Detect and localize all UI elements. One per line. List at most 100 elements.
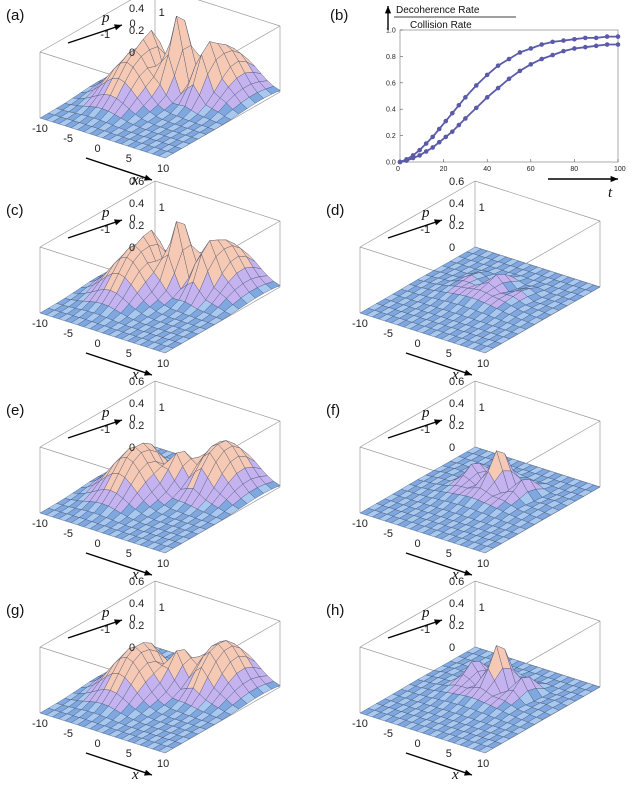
- series-2-point: [506, 76, 512, 82]
- bounding-box-edge: [154, 580, 281, 622]
- x-axis-label: x: [451, 567, 459, 583]
- p-axis-arrow: [67, 219, 123, 239]
- bounding-box-edge: [39, 0, 132, 53]
- panel-label: (g): [6, 602, 24, 619]
- p-tick-label: 1: [479, 602, 485, 614]
- p-tick-label: 1: [159, 402, 165, 414]
- series-2-point: [528, 62, 534, 67]
- series-1-point: [517, 50, 523, 55]
- z-tick-label: 0: [129, 442, 135, 454]
- x-tick-label: 10: [477, 758, 489, 770]
- p-tick-label: 0: [130, 213, 136, 225]
- surface-quad: [158, 546, 174, 554]
- series-2-point: [495, 85, 501, 91]
- p-tick-label: 1: [159, 602, 165, 614]
- z-tick-label: 0.6: [129, 376, 144, 388]
- series-2-point: [593, 43, 599, 49]
- series-1-point: [484, 72, 490, 78]
- y-tick-label: 1.0: [386, 28, 396, 35]
- series-2-point: [450, 129, 455, 134]
- x-tick-label: 20: [440, 166, 448, 173]
- y-tick-label: 0.0: [386, 160, 396, 167]
- x-axis-label: x: [451, 767, 459, 783]
- surface-quad: [478, 546, 494, 554]
- x-tick-label: -10: [32, 318, 48, 330]
- series-1-point: [463, 95, 468, 100]
- panel-label: (h): [326, 602, 344, 619]
- x-tick-label: 10: [477, 558, 489, 570]
- y-tick-label: 0.2: [386, 133, 396, 140]
- surface-quad: [478, 746, 494, 754]
- x-axis-arrow: [85, 352, 153, 376]
- z-tick-label: 0.4: [449, 598, 464, 610]
- y-tick-label: 0.6: [386, 80, 396, 87]
- bounding-box-edge: [39, 380, 156, 448]
- z-tick-label: 0.6: [449, 576, 464, 588]
- bounding-box-edge: [359, 180, 476, 248]
- z-tick-label: 0.2: [129, 620, 144, 632]
- y-label-numerator: Decoherence Rate: [396, 5, 480, 16]
- p-axis-arrow: [387, 219, 443, 239]
- panel-label: (d): [326, 202, 344, 219]
- x-tick-label: 5: [446, 748, 452, 760]
- series-2-point: [583, 44, 588, 50]
- x-axis-arrow-head: [144, 769, 152, 776]
- series-2-point: [572, 46, 577, 51]
- series-1-point: [561, 38, 566, 43]
- x-axis-arrow-head: [144, 569, 152, 576]
- series-1-point: [506, 56, 512, 62]
- x-tick-label: -10: [352, 718, 368, 730]
- x-tick-label: -5: [63, 528, 73, 540]
- y-label-denominator: Collision Rate: [410, 20, 472, 31]
- bounding-box-edge: [39, 180, 156, 248]
- p-tick-label: -1: [100, 29, 110, 41]
- series-1-point: [604, 34, 610, 39]
- series-2-point: [604, 42, 610, 47]
- series-2-point: [463, 116, 468, 121]
- p-axis-arrow-head: [114, 24, 122, 31]
- x-tick-label: -10: [352, 318, 368, 330]
- x-tick-label: 0: [95, 143, 101, 155]
- p-tick-label: -1: [100, 624, 110, 636]
- p-tick-label: -1: [420, 424, 430, 436]
- series-1-point: [474, 83, 479, 88]
- z-tick-label: 0.6: [449, 176, 464, 188]
- x-tick-label: 5: [126, 153, 132, 165]
- x-tick-label: 0: [95, 538, 101, 550]
- p-axis-arrow-head: [434, 619, 442, 626]
- p-axis-arrow: [387, 619, 443, 639]
- p-axis-arrow: [67, 24, 123, 44]
- panel-label: (e): [6, 402, 24, 419]
- x-tick-label: 5: [446, 348, 452, 360]
- bounding-box-edge: [474, 580, 601, 622]
- plot-frame: [399, 29, 619, 163]
- series-2-point: [430, 145, 435, 150]
- p-axis-label: p: [101, 405, 110, 421]
- x-axis-arrow-head: [464, 369, 472, 376]
- x-axis-label: x: [451, 367, 459, 383]
- series-2-point: [561, 48, 566, 54]
- x-axis-label: t: [608, 185, 613, 201]
- x-axis-arrow: [405, 752, 473, 776]
- series-1-point: [495, 63, 501, 68]
- x-tick-label: -5: [63, 728, 73, 740]
- x-tick-label: 10: [157, 758, 169, 770]
- series-1-point: [550, 39, 555, 45]
- series-1-point: [539, 42, 544, 47]
- y-axis-arrow-head: [384, 6, 392, 14]
- series-2-point: [404, 158, 409, 163]
- series-1-point: [456, 102, 462, 108]
- z-tick-label: 0.4: [449, 198, 464, 210]
- x-tick-label: 60: [527, 166, 535, 173]
- bounding-box-edge: [154, 180, 281, 222]
- surface-quad: [158, 746, 174, 754]
- bounding-box-edge: [359, 380, 476, 448]
- x-tick-label: -5: [63, 133, 73, 145]
- p-tick-label: 0: [130, 413, 136, 425]
- x-tick-label: 5: [126, 348, 132, 360]
